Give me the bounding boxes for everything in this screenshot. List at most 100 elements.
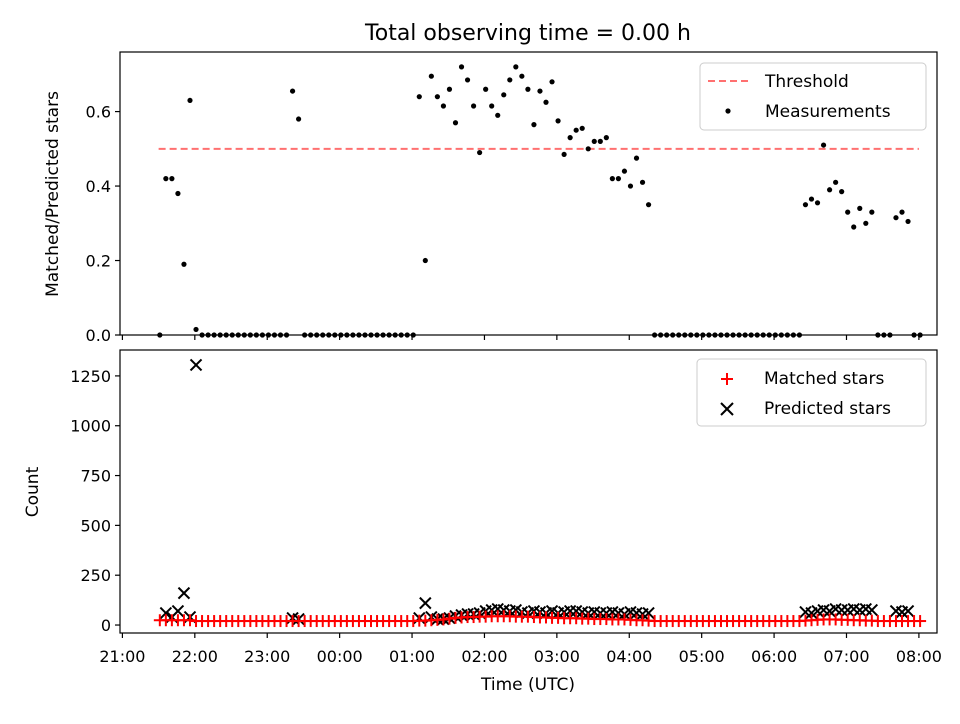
top-ytick-label: 0.6 — [86, 103, 111, 122]
measurement-point — [428, 73, 434, 79]
bottom-xtick-label: 02:00 — [461, 647, 507, 666]
measurement-point — [851, 224, 857, 230]
measurement-point — [555, 118, 561, 124]
measurement-point — [826, 187, 833, 193]
measurement-point — [603, 135, 609, 141]
bottom-xlabel: Time (UTC) — [480, 675, 575, 695]
measurement-point — [452, 120, 459, 126]
measurement-point — [561, 151, 567, 158]
bottom-xtick-label: 03:00 — [534, 647, 580, 666]
bottom-ytick-label: 750 — [80, 467, 111, 486]
measurement-point — [808, 196, 815, 202]
bottom-xtick-label: 00:00 — [317, 647, 363, 666]
top-x-axis — [121, 335, 920, 340]
bottom-legend-box — [696, 358, 927, 427]
measurement-point — [585, 146, 591, 152]
measurement-point — [289, 88, 296, 94]
bottom-ytick-label: 1000 — [70, 417, 111, 436]
measurement-point — [633, 155, 640, 161]
predicted-stars-marker — [171, 604, 185, 618]
measurement-point — [537, 88, 543, 94]
measurement-point — [501, 92, 507, 98]
bottom-ytick-label: 500 — [80, 516, 111, 535]
measurement-point — [543, 99, 549, 105]
measurement-point — [591, 138, 597, 144]
measurement-point — [422, 257, 428, 264]
measurement-point — [483, 86, 489, 92]
measurement-point — [193, 326, 199, 333]
bottom-x-axis: 21:00 22:00 23:00 00:00 01:00 02:00 03:00 04:00… — [99, 633, 942, 666]
measurement-point — [621, 168, 628, 174]
measurement-point — [814, 200, 821, 206]
measurement-point — [464, 77, 471, 83]
top-ytick-label: 0.0 — [86, 326, 111, 345]
measurement-point — [416, 94, 422, 100]
bottom-ytick-label: 250 — [80, 566, 111, 585]
bottom-plot-area — [153, 358, 927, 628]
measurement-point — [857, 205, 863, 211]
measurement-point — [525, 86, 531, 92]
measurement-point — [893, 215, 899, 221]
top-y-axis: 0.0 0.2 0.4 0.6 — [86, 103, 120, 345]
measurement-point — [513, 64, 519, 70]
bottom-ytick-label: 0 — [101, 616, 111, 635]
top-legend: Threshold Measurements — [699, 62, 927, 131]
measurement-point — [639, 179, 646, 185]
bottom-xtick-label: 05:00 — [679, 647, 725, 666]
predicted-stars-marker — [177, 586, 191, 600]
measurement-point — [446, 86, 453, 92]
bottom-y-axis: 0 250 500 750 1000 1250 — [70, 367, 120, 635]
measurement-point — [175, 190, 181, 197]
measurement-point — [470, 103, 477, 109]
legend-threshold-label: Threshold — [764, 72, 849, 92]
measurement-point — [820, 142, 827, 148]
measurement-point — [169, 176, 175, 182]
matched-stars-marker — [914, 615, 927, 628]
bottom-xtick-label: 22:00 — [172, 647, 218, 666]
predicted-stars-marker — [865, 603, 879, 617]
predicted-stars-marker — [642, 606, 655, 620]
measurement-point — [440, 103, 447, 109]
bottom-legend: Matched stars Predicted stars — [696, 358, 927, 427]
bottom-xtick-label: 23:00 — [244, 647, 290, 666]
bottom-xtick-label: 21:00 — [99, 647, 145, 666]
measurement-point — [645, 202, 652, 208]
measurement-point — [627, 183, 634, 189]
measurement-point — [187, 97, 193, 104]
measurement-point — [802, 202, 809, 208]
bottom-xtick-label: 07:00 — [823, 647, 869, 666]
measurement-point — [434, 94, 440, 100]
legend-predicted-swatch — [720, 402, 734, 416]
top-ytick-label: 0.4 — [86, 177, 111, 196]
measurement-point — [507, 77, 513, 83]
measurement-point — [899, 209, 905, 215]
legend-predicted-label: Predicted stars — [764, 399, 891, 419]
predicted-stars-marker — [159, 606, 173, 620]
measurement-point — [549, 79, 555, 85]
bottom-axes-frame — [119, 349, 938, 634]
measurement-point — [839, 189, 845, 195]
measurement-point — [579, 125, 585, 131]
measurement-point — [181, 261, 187, 267]
measurement-point — [609, 176, 615, 182]
top-plot-area — [157, 64, 923, 338]
legend-matched-swatch — [721, 373, 733, 385]
measurement-point — [863, 220, 869, 226]
bottom-xtick-label: 04:00 — [606, 647, 652, 666]
measurement-point — [519, 73, 525, 79]
predicted-stars-marker — [901, 604, 915, 618]
measurement-point — [573, 127, 579, 133]
bottom-ylabel: Count — [23, 466, 43, 517]
measurement-point — [163, 176, 169, 182]
measurement-point — [845, 209, 851, 215]
legend-measurements-swatch — [725, 108, 731, 114]
bottom-ytick-label: 1250 — [70, 367, 111, 386]
legend-measurements-label: Measurements — [765, 102, 891, 122]
measurement-point — [869, 209, 875, 215]
measurement-point — [296, 116, 302, 122]
predicted-stars-marker — [189, 358, 203, 372]
top-title: Total observing time = 0.00 h — [364, 21, 691, 46]
top-ytick-label: 0.2 — [86, 252, 111, 271]
top-axes-frame — [119, 51, 938, 336]
